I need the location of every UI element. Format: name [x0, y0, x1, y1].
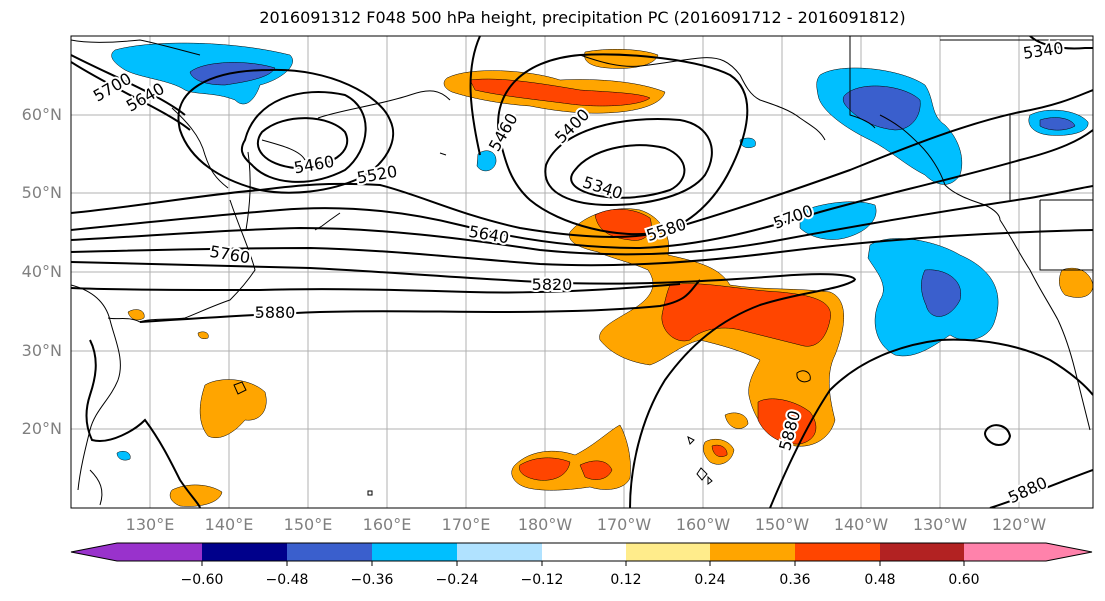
colorbar-tick-label: −0.24	[435, 572, 479, 588]
colorbar-tick-label: 0.24	[694, 572, 726, 588]
colorbar-seg	[372, 543, 457, 561]
lon-label: 170°W	[596, 515, 652, 534]
colorbar-seg	[202, 543, 287, 561]
lat-label-50n: 50°N	[21, 183, 62, 202]
lon-label: 180°W	[517, 515, 573, 534]
chart-title: 2016091312 F048 500 hPa height, precipit…	[259, 8, 906, 27]
colorbar-seg	[457, 543, 542, 561]
lon-label: 130°W	[912, 515, 968, 534]
lon-label: 160°E	[362, 515, 412, 534]
colorbar-tick-label: −0.12	[520, 572, 564, 588]
colorbar-tick-label: −0.48	[265, 572, 309, 588]
map-frame	[70, 35, 1094, 509]
colorbar-tick-label: 0.48	[864, 572, 896, 588]
lon-label: 120°W	[991, 515, 1047, 534]
colorbar-outline	[70, 542, 1093, 562]
colorbar	[70, 542, 1093, 566]
lat-label-20n: 20°N	[21, 419, 62, 438]
height-contours	[71, 36, 1093, 508]
colorbar-tick-label: −0.60	[180, 572, 224, 588]
lon-label: 150°E	[283, 515, 333, 534]
colorbar-seg	[1046, 543, 1092, 561]
colorbar-seg	[71, 543, 117, 561]
colorbar-tick-label: 0.12	[610, 572, 642, 588]
lon-label: 140°E	[204, 515, 254, 534]
colorbar-seg	[542, 543, 626, 561]
lon-label: 140°W	[833, 515, 889, 534]
contour-label: 5880	[255, 303, 296, 322]
lat-label-30n: 30°N	[21, 341, 62, 360]
colorbar-seg	[795, 543, 880, 561]
lon-label: 160°W	[675, 515, 731, 534]
lon-label: 150°W	[754, 515, 810, 534]
colorbar-seg	[964, 543, 1046, 561]
colorbar-seg	[117, 543, 202, 561]
colorbar-seg	[287, 543, 372, 561]
islands	[233, 152, 811, 496]
precip-positive-shading	[127, 49, 1093, 507]
colorbar-tick-label: 0.36	[779, 572, 811, 588]
colorbar-seg	[880, 543, 964, 561]
lat-label-40n: 40°N	[21, 262, 62, 281]
coastlines	[71, 36, 1093, 506]
colorbar-seg	[626, 543, 710, 561]
colorbar-tick-label: −0.36	[350, 572, 394, 588]
lat-label-60n: 60°N	[21, 105, 62, 124]
lon-label: 130°E	[125, 515, 175, 534]
colorbar-seg	[710, 543, 795, 561]
contour-label: 5820	[532, 275, 573, 294]
lon-label: 170°E	[441, 515, 491, 534]
colorbar-tick-label: 0.60	[948, 572, 980, 588]
